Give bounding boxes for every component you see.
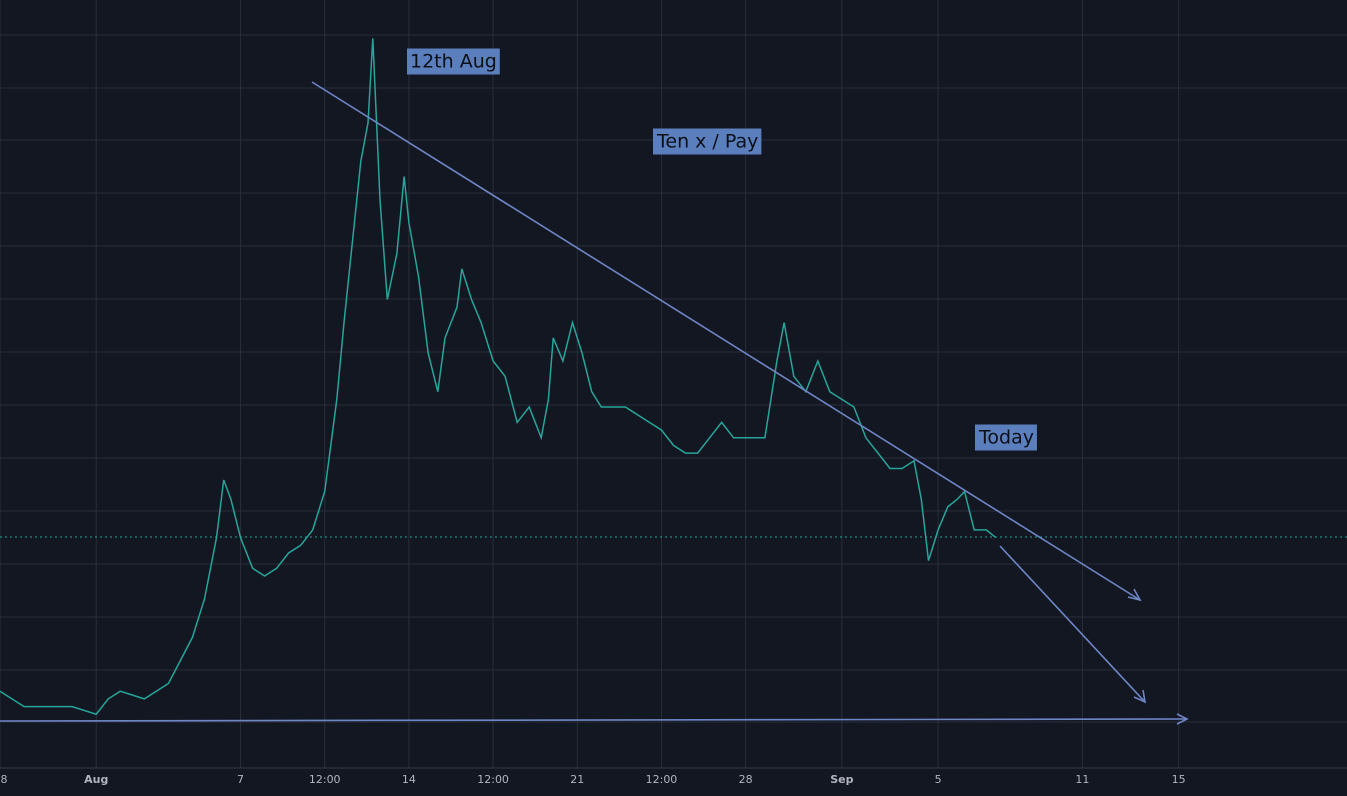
annotation: Ten x / Pay (653, 128, 762, 155)
annotation-text: Ten x / Pay (656, 131, 758, 153)
x-tick-label: 7 (237, 773, 244, 786)
x-tick-label: 5 (935, 773, 942, 786)
x-tick-label: Aug (84, 773, 108, 786)
x-tick-label: 21 (570, 773, 584, 786)
x-tick-label: 12:00 (309, 773, 341, 786)
annotation-box (975, 424, 1037, 451)
x-tick-label: 15 (1172, 773, 1186, 786)
annotation-text: 12th Aug (410, 51, 497, 73)
x-tick-label: Sep (830, 773, 853, 786)
annotation-box (653, 128, 762, 155)
annotation: Today (975, 424, 1037, 451)
price-line (0, 38, 997, 716)
annotation: 12th Aug (407, 48, 500, 75)
x-tick-label: 11 (1075, 773, 1089, 786)
x-tick-label: 14 (402, 773, 416, 786)
trend-drawings (0, 81, 1189, 725)
x-tick-label: 28 (739, 773, 753, 786)
x-tick-label: 12:00 (477, 773, 509, 786)
annotation-box (407, 48, 500, 75)
horizontal-grid (0, 34, 1347, 723)
x-tick-label: 8 (1, 773, 8, 786)
x-tick-label: 12:00 (646, 773, 678, 786)
annotation-text: Today (978, 427, 1034, 449)
